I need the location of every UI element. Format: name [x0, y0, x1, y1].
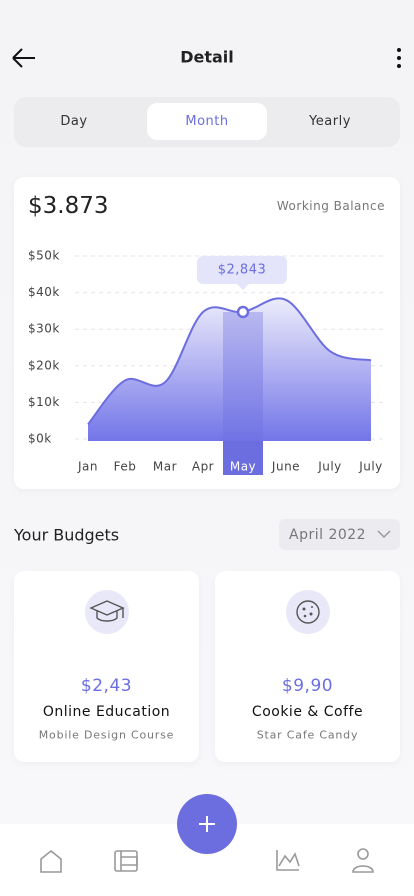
- chart: $0k $10k $20k $30k $40k $50k Jan Feb Mar Apr May Ju…: [28, 249, 385, 475]
- x-tick-label: Feb: [114, 460, 137, 474]
- x-tick-label: Jan: [77, 460, 98, 474]
- tab[interactable]: Month: [147, 103, 267, 140]
- y-tick-label: $50k: [28, 249, 60, 263]
- tooltip-arrow: [237, 284, 249, 290]
- back-button[interactable]: [10, 45, 38, 71]
- balance-label: Working Balance: [276, 199, 385, 213]
- nav-home[interactable]: [38, 848, 64, 874]
- tab[interactable]: Day: [60, 114, 88, 129]
- menu-button[interactable]: [393, 46, 405, 70]
- x-tick-label: June: [271, 460, 300, 474]
- x-tick-label: Apr: [192, 460, 214, 474]
- y-tick-label: $20k: [28, 358, 60, 372]
- nav-profile[interactable]: [351, 846, 375, 874]
- budget-title: Online Education: [42, 704, 171, 720]
- point: [236, 305, 250, 319]
- nav-stats[interactable]: [275, 848, 301, 872]
- period-label: April 2022: [289, 527, 367, 543]
- budget-card[interactable]: $2,43 Online Education Mobile Design Cours…: [14, 571, 199, 762]
- line: [87, 297, 372, 426]
- tooltip-text: $2,843: [218, 263, 267, 278]
- tooltip: [197, 256, 287, 284]
- budget-title: Cookie & Coffe: [251, 704, 364, 720]
- highlight-band: [223, 311, 263, 441]
- budget-amount: $9,90: [281, 676, 334, 696]
- x-tick-label: May: [230, 460, 256, 474]
- y-tick-label: $40k: [28, 285, 60, 299]
- tab[interactable]: Yearly: [309, 114, 351, 129]
- budget-subtitle: Star Cafe Candy: [256, 728, 359, 742]
- x-tick-label: Mar: [153, 460, 177, 474]
- y-tick-label: $30k: [28, 322, 60, 336]
- area: [88, 298, 371, 441]
- page-title: Detail: [180, 47, 234, 67]
- budget-amount: $2,43: [80, 676, 133, 696]
- budget-icon: [286, 590, 330, 634]
- period-dropdown[interactable]: April 2022: [279, 519, 400, 550]
- y-tick-label: $0k: [28, 432, 52, 446]
- y-tick-label: $10k: [28, 395, 60, 409]
- x-tick-label: July: [317, 460, 342, 474]
- x-tick-label: July: [358, 460, 383, 474]
- balance-amount: $3.873: [28, 193, 109, 219]
- nav-wallet[interactable]: [113, 849, 139, 873]
- budget-subtitle: Mobile Design Course: [38, 728, 175, 742]
- highlight-label-bg: [223, 441, 263, 475]
- tab-bar: Day Month Yearly: [14, 97, 400, 147]
- budget-icon: [85, 590, 129, 634]
- add-button[interactable]: [177, 794, 237, 854]
- section-title: Your Budgets: [14, 525, 120, 545]
- budget-card[interactable]: $9,90 Cookie & Coffe Star Cafe Candy: [215, 571, 400, 762]
